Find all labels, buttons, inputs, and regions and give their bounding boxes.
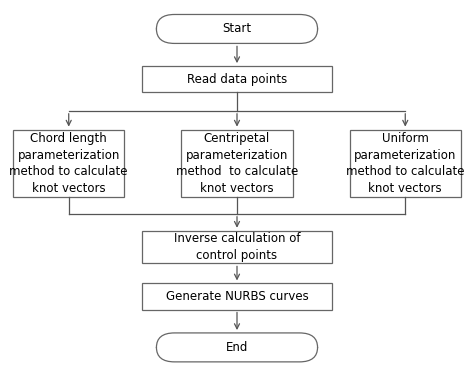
FancyBboxPatch shape xyxy=(181,130,292,197)
FancyBboxPatch shape xyxy=(350,130,461,197)
Text: Generate NURBS curves: Generate NURBS curves xyxy=(165,290,309,303)
Text: Start: Start xyxy=(222,22,252,36)
FancyBboxPatch shape xyxy=(13,130,124,197)
Text: Uniform
parameterization
method to calculate
knot vectors: Uniform parameterization method to calcu… xyxy=(346,132,465,195)
Text: Inverse calculation of
control points: Inverse calculation of control points xyxy=(174,232,300,262)
FancyBboxPatch shape xyxy=(142,230,332,263)
Text: Centripetal
parameterization
method  to calculate
knot vectors: Centripetal parameterization method to c… xyxy=(176,132,298,195)
FancyBboxPatch shape xyxy=(156,14,318,43)
FancyBboxPatch shape xyxy=(156,333,318,362)
Text: End: End xyxy=(226,341,248,354)
Text: Chord length
parameterization
method to calculate
knot vectors: Chord length parameterization method to … xyxy=(9,132,128,195)
FancyBboxPatch shape xyxy=(142,283,332,310)
FancyBboxPatch shape xyxy=(142,66,332,92)
Text: Read data points: Read data points xyxy=(187,73,287,86)
